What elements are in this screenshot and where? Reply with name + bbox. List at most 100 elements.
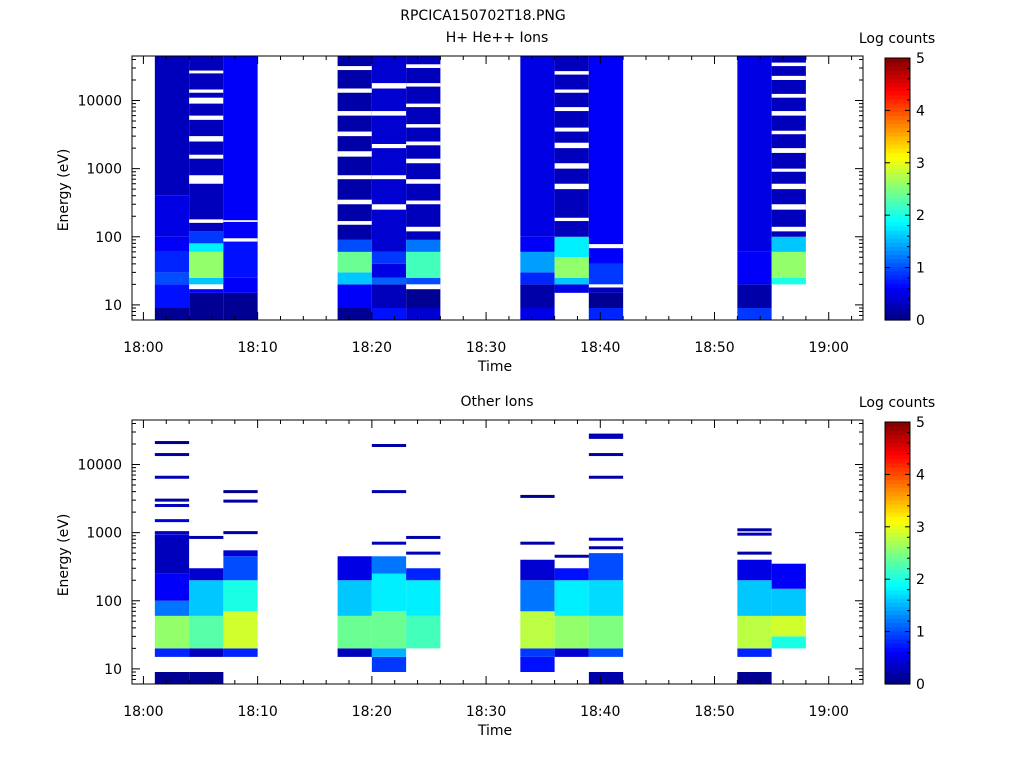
heatmap-cell	[154, 531, 190, 535]
colorbar-segment	[885, 86, 910, 92]
heatmap-cell	[588, 308, 624, 320]
colorbar-segment	[885, 491, 910, 497]
heatmap-gap	[588, 244, 624, 249]
colorbar-segment	[885, 520, 910, 525]
colorbar-segment	[885, 671, 910, 677]
heatmap-cell	[588, 475, 624, 479]
colorbar-segment	[885, 225, 910, 231]
colorbar-tick-label: 1	[916, 625, 925, 641]
colorbar-segment	[885, 82, 910, 88]
y-tick-label: 10	[104, 662, 122, 678]
colorbar-segment	[885, 213, 910, 219]
y-axis-label: Energy (eV)	[56, 149, 72, 232]
heatmap-cell	[189, 251, 224, 278]
colorbar-segment	[885, 540, 910, 546]
colorbar-segment	[885, 172, 910, 178]
heatmap-gap	[771, 226, 806, 232]
heatmap-cell	[737, 284, 772, 309]
colorbar-segment	[885, 115, 910, 121]
colorbar-segment	[885, 610, 910, 616]
heatmap-cell	[771, 236, 806, 252]
colorbar-segment	[885, 626, 910, 632]
colorbar-segment	[885, 602, 910, 607]
x-tick-label: 18:50	[694, 704, 734, 720]
colorbar-segment	[885, 107, 910, 112]
colorbar-segment	[885, 307, 910, 313]
heatmap-cell	[337, 251, 372, 273]
heatmap-cell	[189, 231, 224, 244]
heatmap-cell	[520, 580, 555, 612]
heatmap-cell	[189, 535, 224, 539]
x-tick-label: 18:20	[352, 340, 392, 356]
heatmap-gap	[554, 217, 589, 222]
colorbar-segment	[885, 160, 910, 166]
colorbar-segment	[885, 66, 910, 71]
heatmap-gap	[337, 66, 372, 71]
heatmap-cell	[154, 308, 190, 320]
heatmap-gap	[189, 154, 224, 159]
heatmap-cells	[154, 433, 806, 684]
colorbar-segment	[885, 58, 910, 63]
heatmap-cell	[588, 433, 624, 437]
heatmap-gap	[337, 131, 372, 137]
heatmap-cell	[588, 672, 624, 684]
heatmap-gap	[337, 199, 372, 205]
colorbar-label: Log counts	[859, 395, 935, 411]
colorbar-segment	[885, 131, 910, 137]
colorbar-label: Log counts	[859, 31, 935, 47]
heatmap-cell	[154, 535, 190, 574]
heatmap-cell	[371, 648, 407, 657]
colorbar-segment	[885, 536, 910, 542]
heatmap-cell	[223, 580, 258, 612]
heatmap-gap	[337, 175, 372, 180]
colorbar-segment	[885, 152, 910, 157]
heatmap-cell	[771, 588, 806, 616]
x-tick-label: 18:50	[694, 340, 734, 356]
heatmap-cell	[154, 195, 190, 237]
colorbar-segment	[885, 168, 910, 174]
heatmap-cell	[520, 559, 555, 581]
colorbar-segment	[885, 176, 910, 182]
heatmap-gap	[406, 141, 441, 146]
colorbar-segment	[885, 299, 910, 305]
colorbar-segment	[885, 70, 910, 75]
heatmap-cell	[520, 251, 555, 273]
heatmap-gap	[771, 111, 806, 116]
colorbar-segment	[885, 156, 910, 161]
colorbar-segment	[885, 266, 910, 272]
colorbar-segment	[885, 94, 910, 100]
heatmap-cell	[554, 568, 589, 581]
colorbar-segment	[885, 638, 910, 644]
colorbar-segment	[885, 238, 910, 243]
heatmap-cell	[154, 441, 190, 445]
heatmap-gap	[371, 143, 407, 149]
heatmap-gap	[189, 136, 224, 142]
heatmap-cell	[154, 534, 190, 538]
heatmap-gap	[406, 158, 441, 164]
colorbar-segment	[885, 283, 910, 288]
colorbar: 0 1 2 3 4 5	[884, 51, 925, 329]
heatmap-gap	[554, 89, 589, 93]
heatmap-gap	[771, 183, 806, 190]
heatmap-gap	[337, 88, 372, 93]
heatmap-gap	[406, 64, 441, 68]
heatmap-gap	[223, 238, 258, 242]
heatmap-cell	[337, 615, 372, 649]
colorbar-segment	[885, 495, 910, 501]
heatmap-cell	[223, 531, 258, 535]
heatmap-cell	[223, 56, 258, 240]
y-tick-label: 100	[95, 230, 122, 246]
heatmap-cell	[371, 251, 407, 264]
colorbar-segment	[885, 274, 910, 280]
heatmap-gap	[189, 175, 224, 184]
heatmap-cell	[406, 284, 441, 309]
colorbar-segment	[885, 548, 910, 554]
heatmap-cell	[223, 550, 258, 557]
colorbar-segment	[885, 659, 910, 665]
colorbar-segment	[885, 442, 910, 448]
heatmap-cell	[737, 559, 772, 581]
heatmap-cell	[223, 611, 258, 649]
heatmap-cell	[371, 444, 407, 448]
heatmap-cell	[337, 580, 372, 616]
heatmap-cell	[406, 308, 441, 320]
